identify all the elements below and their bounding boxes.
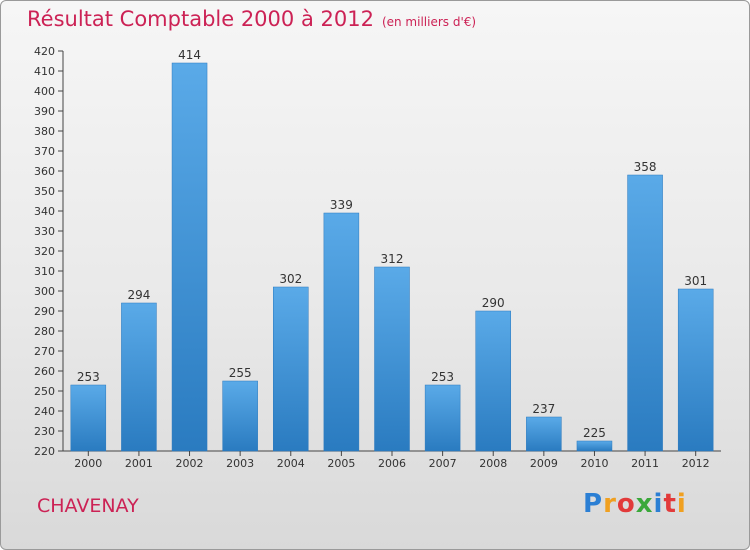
chart-title-text: Résultat Comptable 2000 à 2012 (27, 7, 374, 31)
y-tick-label: 270 (34, 345, 55, 358)
y-tick-label: 420 (34, 45, 55, 58)
y-tick-label: 340 (34, 205, 55, 218)
y-tick-label: 390 (34, 105, 55, 118)
logo-letter: i (676, 489, 687, 519)
bar-2006 (374, 266, 410, 452)
y-tick-label: 370 (34, 145, 55, 158)
y-tick-label: 300 (34, 285, 55, 298)
x-tick-label: 2005 (327, 457, 355, 470)
value-label: 290 (482, 296, 505, 310)
y-tick-label: 310 (34, 265, 55, 278)
y-tick-label: 330 (34, 225, 55, 238)
y-tick-label: 400 (34, 85, 55, 98)
value-label: 414 (178, 48, 201, 62)
bar-2012 (677, 288, 714, 452)
x-tick-label: 2006 (378, 457, 406, 470)
logo-letter: r (603, 489, 617, 519)
place-name: CHAVENAY (37, 495, 139, 517)
y-tick-label: 260 (34, 365, 55, 378)
value-label: 301 (684, 274, 707, 288)
y-tick-label: 230 (34, 425, 55, 438)
value-label: 339 (330, 198, 353, 212)
y-tick-label: 290 (34, 305, 55, 318)
x-tick-label: 2012 (682, 457, 710, 470)
logo-letter: i (653, 489, 664, 519)
x-tick-label: 2001 (125, 457, 153, 470)
value-label: 302 (279, 272, 302, 286)
x-tick-label: 2011 (631, 457, 659, 470)
bar-2002 (171, 62, 208, 452)
y-tick-label: 360 (34, 165, 55, 178)
bar-2005 (323, 212, 360, 452)
bar-2000 (70, 384, 107, 452)
bar-2010 (576, 440, 613, 452)
value-label: 225 (583, 426, 606, 440)
bar-2003 (222, 380, 258, 452)
y-tick-label: 320 (34, 245, 55, 258)
y-tick-label: 280 (34, 325, 55, 338)
x-tick-label: 2010 (580, 457, 608, 470)
y-tick-label: 220 (34, 445, 55, 458)
chart-title: Résultat Comptable 2000 à 2012 (en millie… (27, 7, 476, 31)
x-tick-label: 2008 (479, 457, 507, 470)
value-label: 253 (431, 370, 454, 384)
bar-2011 (627, 174, 663, 452)
x-tick-label: 2007 (429, 457, 457, 470)
x-tick-label: 2003 (226, 457, 254, 470)
value-label: 237 (532, 402, 555, 416)
y-tick-label: 250 (34, 385, 55, 398)
bar-2004 (273, 286, 309, 452)
bar-2008 (475, 310, 511, 452)
bar-2009 (526, 416, 562, 452)
x-tick-label: 2002 (176, 457, 204, 470)
value-label: 312 (381, 252, 404, 266)
proxiti-logo: Proxiti (583, 489, 687, 519)
y-tick-label: 410 (34, 65, 55, 78)
x-tick-label: 2000 (74, 457, 102, 470)
chart-subtitle: (en milliers d'€) (381, 15, 477, 29)
y-tick-label: 240 (34, 405, 55, 418)
logo-letter: t (663, 489, 677, 519)
logo-letter: x (635, 489, 654, 519)
logo-letter: o (616, 489, 636, 519)
value-label: 253 (77, 370, 100, 384)
y-tick-label: 380 (34, 125, 55, 138)
x-tick-label: 2009 (530, 457, 558, 470)
x-tick-label: 2004 (277, 457, 305, 470)
value-label: 294 (127, 288, 150, 302)
value-label: 358 (634, 160, 657, 174)
y-tick-label: 350 (34, 185, 55, 198)
value-label: 255 (229, 366, 252, 380)
logo-letter: P (583, 489, 604, 519)
bar-2007 (424, 384, 461, 452)
bar-2001 (121, 302, 157, 452)
